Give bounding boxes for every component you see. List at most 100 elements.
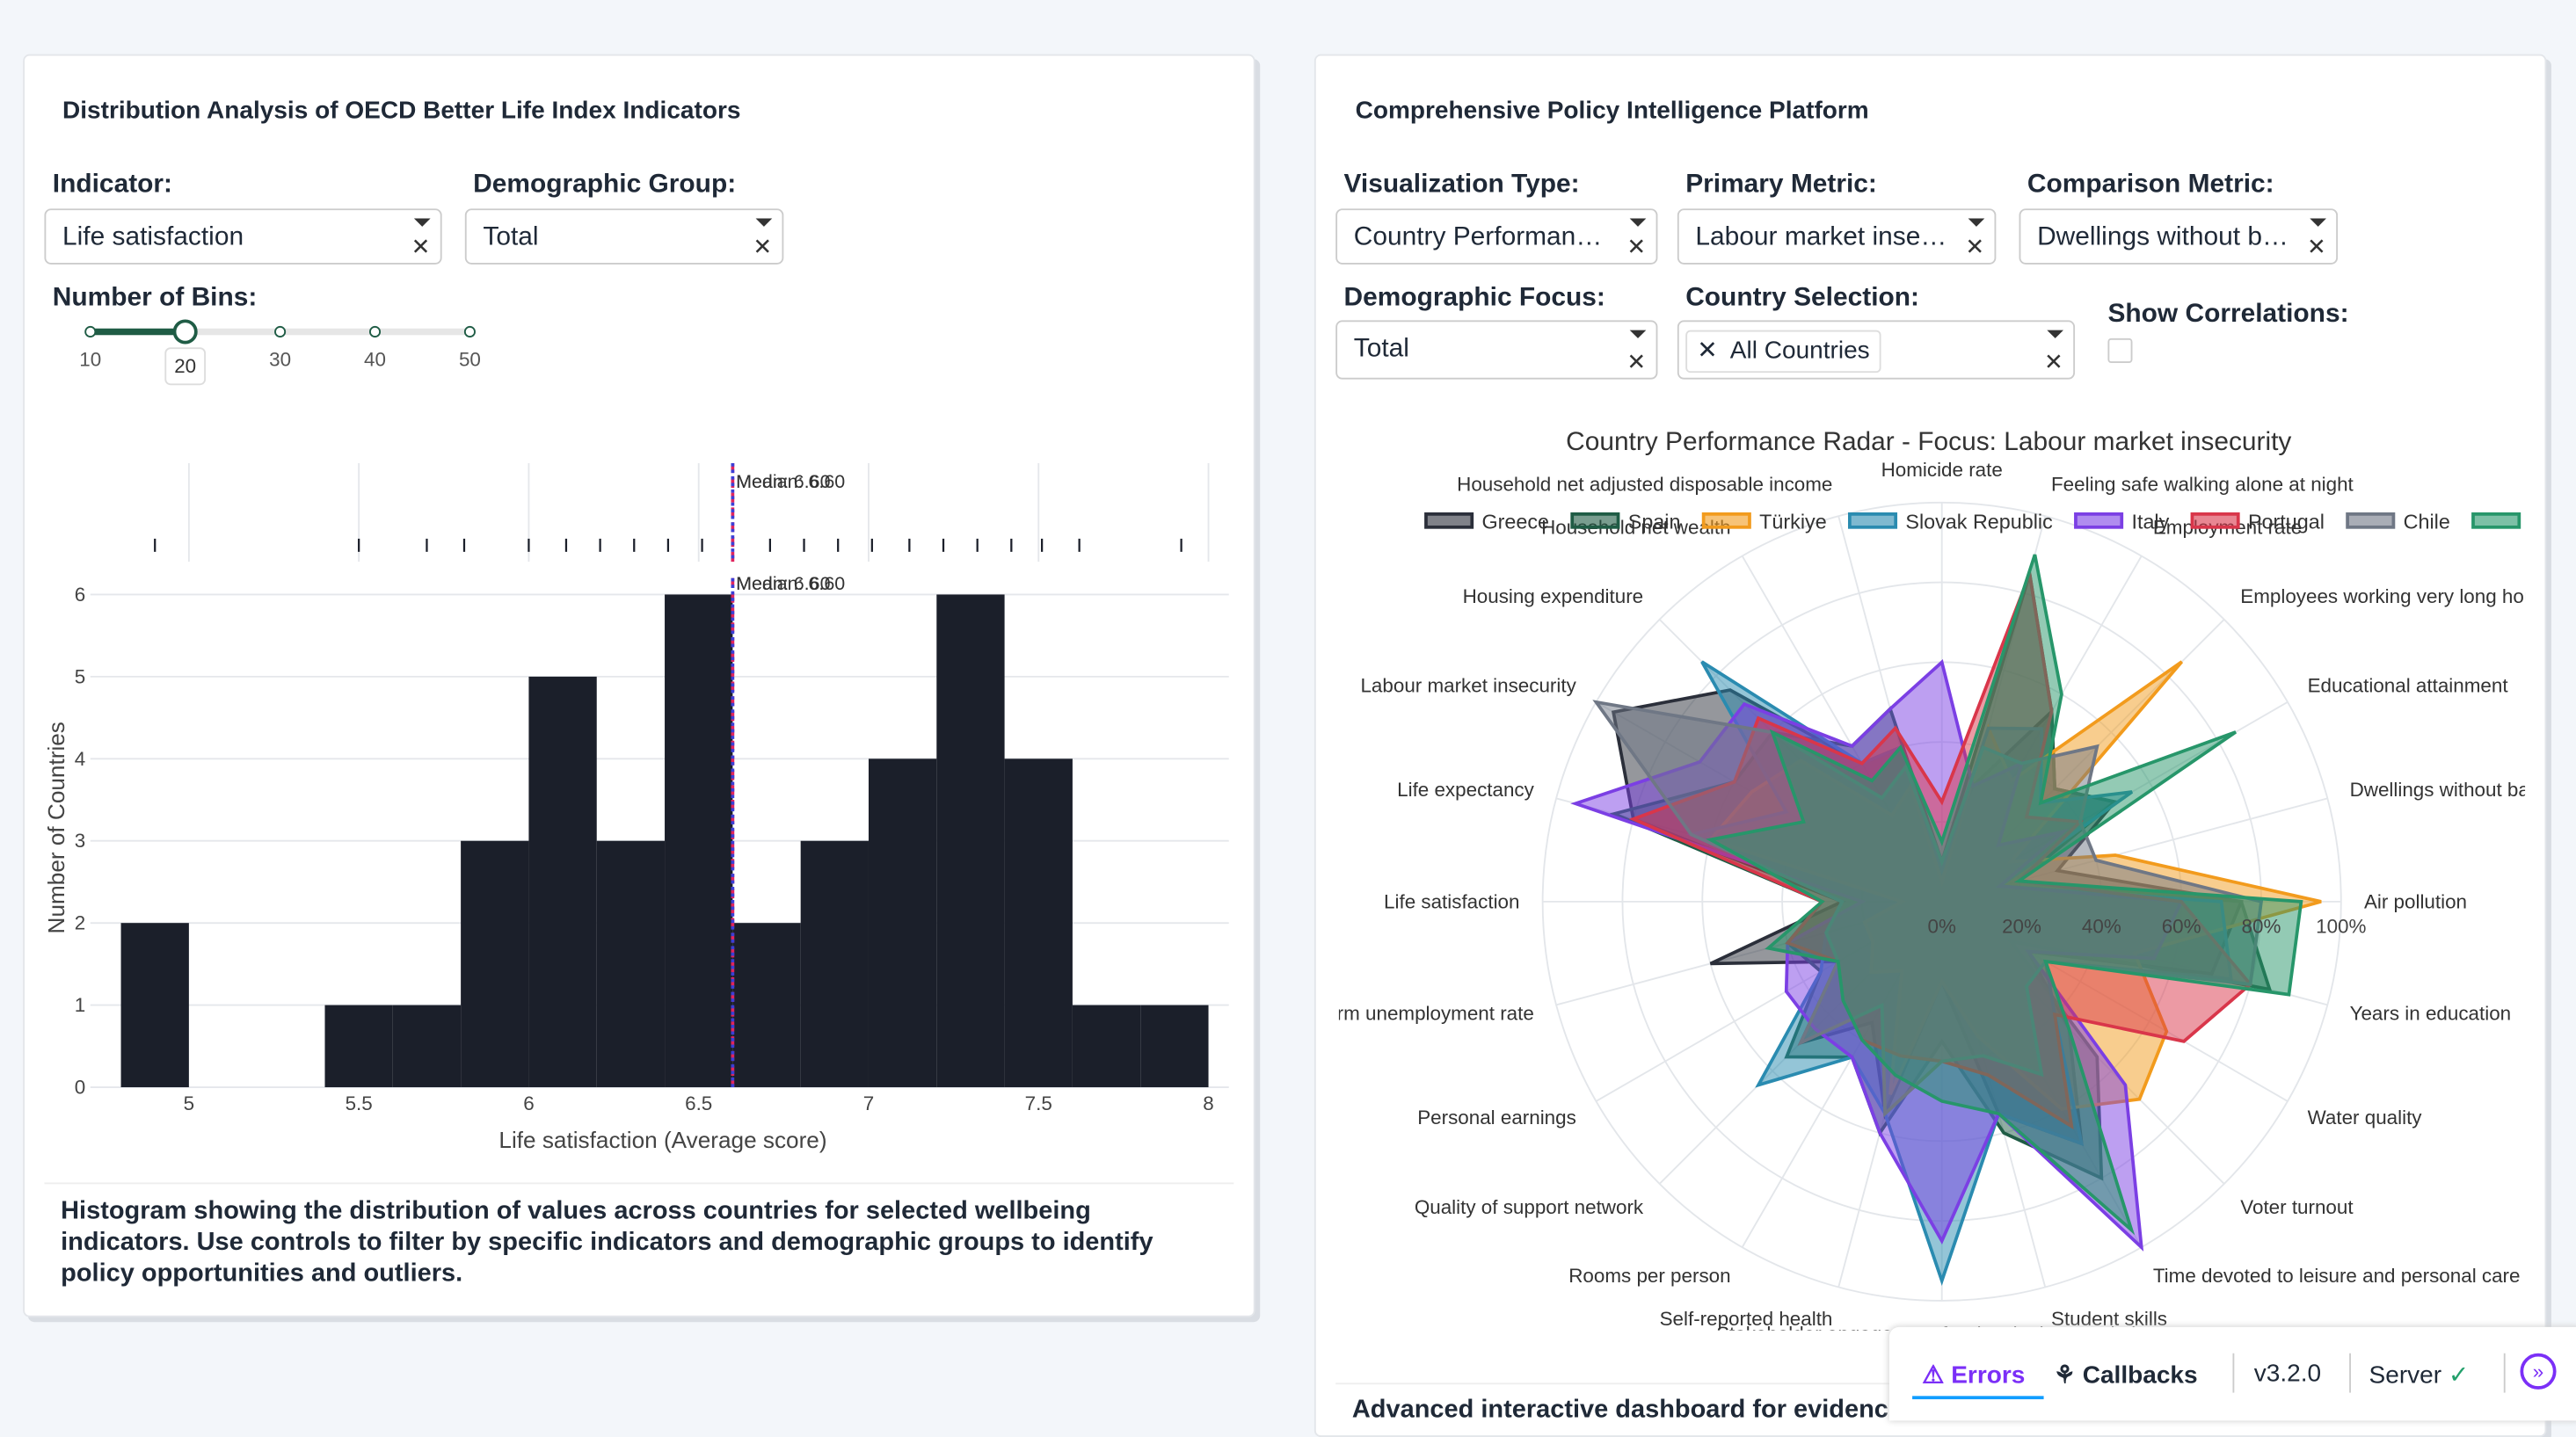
bar <box>800 840 869 1088</box>
bar <box>461 840 529 1088</box>
slider-handle[interactable] <box>172 319 198 345</box>
legend-label: Chile <box>2404 511 2450 533</box>
checkbox[interactable] <box>2107 337 2133 363</box>
bar <box>936 594 1005 1088</box>
clear[interactable]: ✕ <box>1965 233 1985 260</box>
arrow <box>1968 218 1985 227</box>
y-tick-label: 2 <box>75 912 85 934</box>
legend-label: Portugal <box>2248 511 2325 533</box>
reference-label: Median: 6.60 <box>736 471 845 492</box>
x-tick-label: 8 <box>1203 1092 1213 1114</box>
errors-tab[interactable]: ⚠ Errors <box>1922 1361 2026 1390</box>
axis-label: Dwellings without basic facilities <box>2350 779 2576 801</box>
y-tick-label: 5 <box>75 665 85 687</box>
panel-title: Comprehensive Policy Intelligence Platfo… <box>1355 97 1869 126</box>
y-tick-label: 4 <box>75 748 85 770</box>
clear[interactable]: ✕ <box>2044 348 2063 375</box>
chip-label: All Countries <box>1729 337 1870 365</box>
description: Advanced interactive dashboard for evide… <box>1351 1396 1903 1425</box>
clear[interactable]: ✕ <box>411 233 431 260</box>
clear[interactable]: ✕ <box>1626 233 1647 260</box>
legend-swatch <box>1701 512 1751 529</box>
country-dropdown[interactable]: ✕ All Countries ✕ <box>1677 320 2076 380</box>
axis-label: Water quality <box>2308 1107 2423 1129</box>
separator <box>2232 1353 2235 1393</box>
control-label: Country Selection: <box>1685 284 1919 313</box>
slider-mark <box>368 325 382 338</box>
control-label: Indicator: <box>52 171 173 200</box>
reference-label: Mean: 6.60 <box>736 573 830 594</box>
axis-label: Housing expenditure <box>1463 585 1644 607</box>
comparison-dropdown[interactable]: Dwellings without basic facilities✕ <box>2019 208 2339 265</box>
control-label: Comparison Metric: <box>2027 171 2274 200</box>
r-tick-label: 100% <box>2316 915 2366 937</box>
r-tick-label: 60% <box>2162 915 2201 937</box>
control-label: Demographic Group: <box>473 171 737 200</box>
control-label: Visualization Type: <box>1343 171 1580 200</box>
divider <box>44 1182 1234 1185</box>
callbacks-tab[interactable]: ⚘ Callbacks <box>2053 1361 2198 1390</box>
bar <box>392 1005 462 1088</box>
axis-label: Student skills <box>2051 1308 2167 1330</box>
axis-label: Years in education <box>2350 1003 2512 1025</box>
slider-mark <box>274 325 287 338</box>
clear[interactable]: ✕ <box>2307 233 2326 260</box>
x-axis-title: Life satisfaction (Average score) <box>498 1127 826 1153</box>
errors-label: Errors <box>1951 1361 2026 1390</box>
legend-swatch <box>1847 512 1898 529</box>
toggle-button[interactable]: » <box>2520 1353 2557 1390</box>
x-tick-label: 5 <box>184 1092 194 1114</box>
axis-label: Life expectancy <box>1397 779 1534 801</box>
group-dropdown[interactable]: Total ✕ <box>464 208 784 265</box>
legend-swatch <box>2074 512 2124 529</box>
bar <box>732 923 801 1088</box>
chip: ✕ All Countries <box>1685 330 1881 374</box>
x-tick-label: 7.5 <box>1025 1092 1052 1114</box>
bar <box>120 923 189 1088</box>
tab-underline <box>1912 1396 2044 1400</box>
primary-dropdown[interactable]: Labour market insecurity✕ <box>1677 208 1997 265</box>
arrow <box>755 218 773 227</box>
focus-dropdown[interactable]: Total ✕ <box>1335 320 1658 380</box>
bar <box>596 840 666 1088</box>
bar <box>528 676 597 1088</box>
control-label: Show Correlations: <box>2107 300 2349 329</box>
y-tick-label: 1 <box>75 994 85 1016</box>
description: Histogram showing the distribution of va… <box>61 1197 1153 1288</box>
r-tick-label: 80% <box>2242 915 2281 937</box>
axis-label: Labour market insecurity <box>1360 675 1576 697</box>
r-tick-label: 40% <box>2082 915 2121 937</box>
x-tick-label: 7 <box>863 1092 874 1114</box>
axis-label: Rooms per person <box>1568 1265 1730 1287</box>
viz-dropdown[interactable]: Country Performance Radar✕ <box>1335 208 1658 265</box>
axis-label: Life satisfaction <box>1384 890 1519 912</box>
axis-label: Feeling safe walking alone at night <box>2051 474 2354 496</box>
control-label: Number of Bins: <box>52 284 258 313</box>
clear[interactable]: ✕ <box>753 233 773 260</box>
axis-label: Time devoted to leisure and personal car… <box>2153 1265 2521 1287</box>
slider-mark-label: 40 <box>364 349 386 371</box>
reference-label: Mean: 6.60 <box>736 471 830 492</box>
radar-area <box>1706 554 2303 1236</box>
y-axis-title: Number of Countries <box>43 722 69 933</box>
legend-label: Spain <box>1628 511 1681 533</box>
x-tick-label: 6 <box>523 1092 534 1114</box>
legend-label: Greece <box>1481 511 1549 533</box>
axis-label: Air pollution <box>2364 890 2467 912</box>
arrow <box>413 218 431 227</box>
legend-label: Italy <box>2131 511 2169 533</box>
axis-label: Self-reported health <box>1660 1308 1833 1330</box>
bar <box>1140 1005 1209 1088</box>
control-label: Demographic Focus: <box>1343 284 1605 313</box>
indicator-dropdown[interactable]: Life satisfaction ✕ <box>44 208 442 265</box>
debug-menu: ⚠ Errors ⚘ Callbacks v3.2.0 Server ✓ » <box>1888 1326 2576 1421</box>
legend-swatch <box>1424 512 1474 529</box>
legend-label: Latvia <box>2529 511 2576 533</box>
panel-title: Distribution Analysis of OECD Better Lif… <box>62 97 741 126</box>
bar <box>665 594 733 1088</box>
legend-swatch <box>1570 512 1620 529</box>
bar <box>1072 1005 1141 1088</box>
slider-mark <box>463 325 476 338</box>
clear[interactable]: ✕ <box>1626 348 1647 375</box>
